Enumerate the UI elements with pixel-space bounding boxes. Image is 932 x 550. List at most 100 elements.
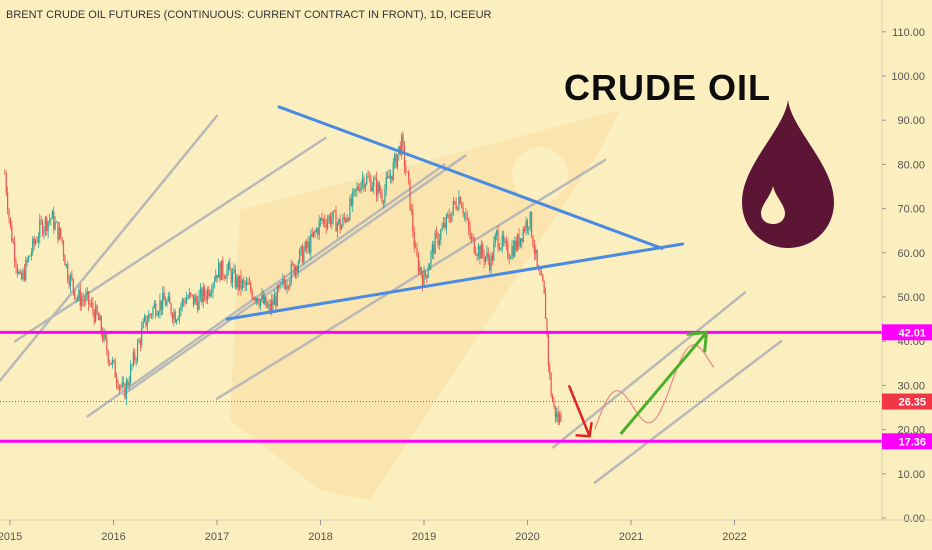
down-arrow-icon bbox=[567, 384, 591, 437]
candle-body bbox=[39, 220, 41, 238]
chart-title: BRENT CRUDE OIL FUTURES (CONTINUOUS: CUR… bbox=[6, 9, 492, 21]
candle-body bbox=[483, 254, 485, 262]
candle-body bbox=[156, 314, 158, 316]
candle-body bbox=[102, 332, 104, 341]
candle-body bbox=[259, 299, 262, 306]
candle-body bbox=[289, 281, 291, 287]
candle-body bbox=[222, 260, 224, 276]
candle-body bbox=[336, 223, 338, 232]
y-tick-label: 100.00 bbox=[891, 71, 925, 83]
price-tags: 42.01 17.36 26.35 bbox=[882, 324, 932, 450]
candle-body bbox=[265, 296, 267, 308]
candle-body bbox=[380, 191, 382, 195]
candle-body bbox=[75, 297, 77, 299]
candle-body bbox=[204, 287, 206, 297]
candle-body bbox=[224, 278, 227, 279]
candle-body bbox=[486, 252, 488, 258]
candle-body bbox=[342, 217, 344, 226]
candle-body bbox=[173, 311, 175, 320]
candle-body bbox=[141, 328, 143, 345]
candle-body bbox=[374, 178, 376, 180]
level-price-label: 17.36 bbox=[898, 436, 926, 448]
candle-body bbox=[366, 176, 368, 185]
candle-body bbox=[254, 297, 256, 301]
candle-body bbox=[219, 263, 221, 281]
x-tick-label: 2019 bbox=[412, 531, 436, 543]
candle-body bbox=[368, 177, 371, 179]
candle-body bbox=[118, 385, 120, 389]
candle-body bbox=[83, 300, 86, 302]
candle-body bbox=[185, 298, 188, 304]
candle-body bbox=[240, 275, 242, 289]
channel-line bbox=[593, 339, 783, 484]
candle-body bbox=[482, 244, 484, 255]
candle-body bbox=[542, 274, 544, 281]
candle-body bbox=[26, 259, 28, 262]
candle-body bbox=[343, 217, 345, 219]
candle-body bbox=[396, 154, 399, 168]
candle-body bbox=[9, 217, 12, 226]
candle-body bbox=[14, 242, 16, 261]
candle-body bbox=[19, 271, 21, 274]
candle-body bbox=[215, 275, 217, 282]
candle-body bbox=[388, 176, 390, 179]
candle-body bbox=[205, 296, 207, 300]
candle-body bbox=[41, 221, 44, 235]
candle-body bbox=[216, 275, 218, 278]
candle-body bbox=[470, 236, 473, 239]
candle-body bbox=[134, 352, 136, 361]
candle-body bbox=[371, 186, 373, 191]
candle-body bbox=[99, 316, 101, 321]
candle-body bbox=[434, 232, 436, 254]
candle-body bbox=[202, 287, 204, 303]
candle-body bbox=[280, 282, 283, 284]
candle-body bbox=[16, 267, 19, 274]
candle-body bbox=[505, 241, 508, 244]
candle-body bbox=[500, 248, 502, 250]
candle-body bbox=[229, 262, 231, 271]
candle-body bbox=[121, 382, 123, 387]
candle-body bbox=[489, 259, 491, 270]
candle-body bbox=[310, 233, 312, 253]
candle-body bbox=[518, 234, 520, 247]
candle-body bbox=[448, 214, 450, 220]
candle-body bbox=[282, 279, 284, 283]
candle-body bbox=[364, 184, 366, 189]
candle-body bbox=[361, 177, 364, 183]
candle-body bbox=[318, 220, 320, 235]
candle-body bbox=[143, 315, 146, 322]
candle-body bbox=[72, 278, 74, 290]
candle-body bbox=[547, 333, 549, 366]
horizontal-levels bbox=[0, 330, 882, 443]
candle-body bbox=[349, 198, 351, 221]
candle-body bbox=[279, 282, 281, 288]
candle-body bbox=[255, 298, 257, 301]
candle-body bbox=[62, 241, 65, 256]
candle-body bbox=[490, 255, 492, 270]
candle-body bbox=[40, 220, 42, 222]
candle-body bbox=[171, 313, 174, 320]
candle-body bbox=[68, 280, 70, 286]
candle-body bbox=[180, 306, 182, 310]
candle-body bbox=[381, 194, 383, 202]
candle-body bbox=[412, 209, 414, 232]
candle-body bbox=[71, 274, 73, 279]
candle-body bbox=[512, 246, 515, 257]
candle-body bbox=[532, 236, 534, 247]
candle-body bbox=[149, 314, 151, 315]
candle-body bbox=[415, 247, 417, 249]
candle-body bbox=[27, 256, 30, 262]
candle-body bbox=[37, 237, 39, 242]
candle-body bbox=[413, 231, 415, 248]
oil-drop-icon bbox=[742, 100, 834, 248]
candle-body bbox=[5, 173, 7, 193]
candle-body bbox=[241, 280, 243, 289]
candle-body bbox=[170, 303, 172, 314]
candle-body bbox=[92, 302, 94, 312]
candle-body bbox=[85, 294, 87, 302]
candle-body bbox=[230, 270, 232, 283]
x-tick-label: 2020 bbox=[515, 531, 539, 543]
candle-body bbox=[167, 296, 169, 301]
candle-body bbox=[475, 252, 477, 256]
candle-body bbox=[69, 274, 72, 286]
